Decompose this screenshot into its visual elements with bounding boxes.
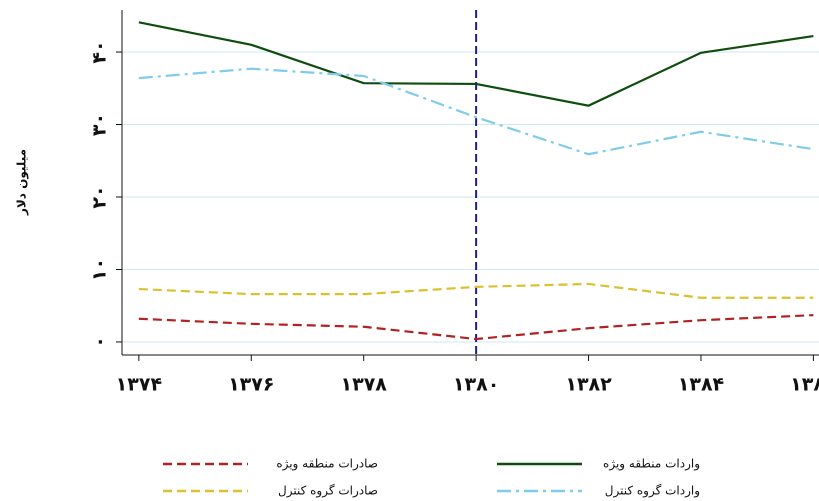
y-tick-label: ۱۰: [89, 258, 111, 281]
y-tick-label: ۲۰: [89, 185, 111, 208]
series-line: [138, 67, 814, 156]
x-tick-label: ۱۳۸۰: [453, 374, 499, 396]
y-tick-label: ۳۰: [89, 113, 111, 136]
series-line: [138, 282, 814, 299]
x-tick-label: ۱۳۷۴: [116, 374, 162, 396]
y-axis-label: میلیون دلار: [15, 149, 30, 216]
series-line: [138, 21, 814, 107]
x-tick-label: ۱۳۷۸: [341, 374, 388, 396]
legend-label: واردات منطقه ویژه: [603, 457, 700, 472]
x-tick-label: ۱۳۸۲: [565, 374, 612, 396]
x-tick-label: ۱۳۸۴: [678, 374, 724, 396]
legend-label: واردات گروه کنترل: [605, 484, 700, 499]
legend-label: صادرات گروه کنترل: [278, 484, 378, 499]
legend-label: صادرات منطقه ویژه: [276, 457, 378, 472]
series-line: [138, 314, 814, 341]
x-tick-label: ۱۳۸۶: [790, 374, 819, 396]
x-tick-label: ۱۳۷۶: [228, 374, 274, 396]
y-tick-label: ۰: [89, 336, 111, 348]
y-tick-label: ۴۰: [89, 40, 111, 63]
